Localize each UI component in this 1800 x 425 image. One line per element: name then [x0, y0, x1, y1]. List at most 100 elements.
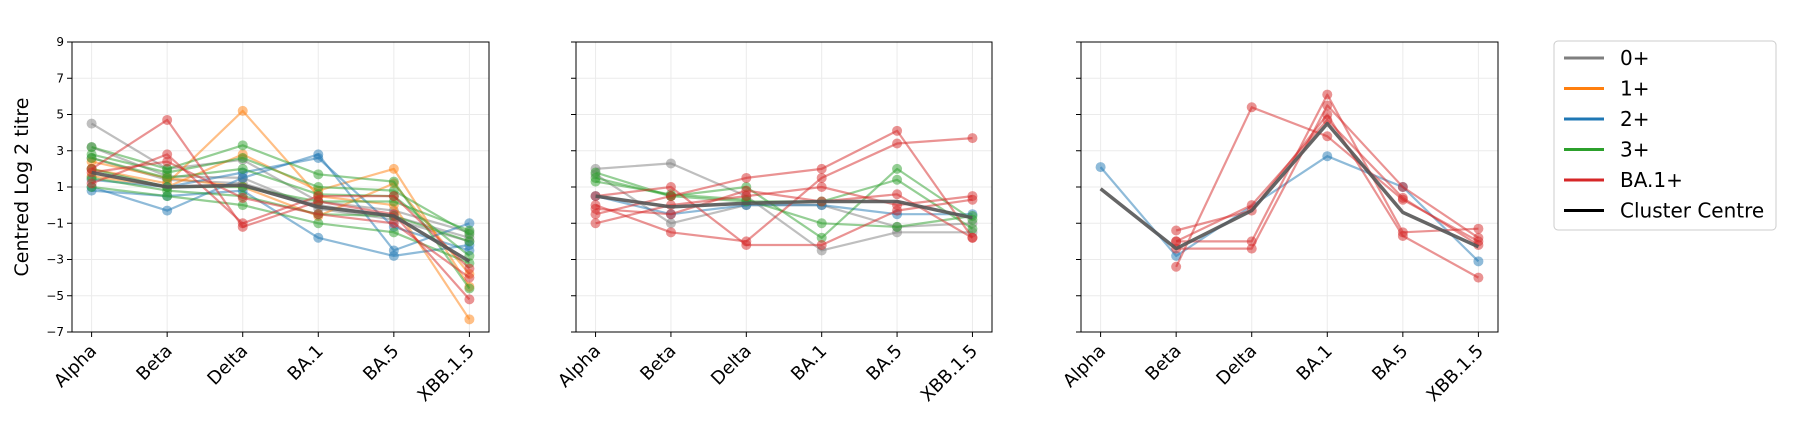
panel-2: Alpha Beta Delta BA.1 BA.5 XBB.1.5 [554, 41, 993, 406]
y-tick-label: 7 [56, 71, 64, 85]
legend-box [1553, 40, 1777, 231]
legend-label: 2+ [1620, 107, 1649, 131]
series-path [91, 122, 470, 234]
data-point [1322, 100, 1333, 111]
data-point [665, 209, 676, 220]
data-point [162, 149, 173, 160]
series-path [1099, 121, 1480, 251]
data-point [237, 153, 248, 163]
series-line [590, 182, 978, 250]
data-point [665, 182, 676, 192]
series-path [91, 170, 471, 263]
series-path [91, 118, 471, 301]
data-point [816, 163, 827, 174]
data-point [313, 232, 324, 243]
legend-label: Cluster Centre [1620, 199, 1764, 223]
y-tick-label: −5 [46, 289, 64, 303]
series-path [91, 153, 471, 270]
x-tick-label: BA.5 [359, 341, 403, 385]
data-point [86, 167, 97, 178]
series-line [1171, 114, 1484, 250]
x-tick-label: BA.1 [284, 341, 328, 385]
x-tick-label: Delta [203, 341, 252, 390]
x-tick-label: Beta [1141, 341, 1185, 385]
legend-label: BA.1+ [1620, 168, 1683, 192]
data-point [1322, 114, 1333, 125]
data-point [464, 294, 475, 305]
data-point [1322, 131, 1333, 142]
data-point [388, 250, 399, 261]
x-tick-label: Delta [707, 341, 756, 390]
data-point [665, 218, 676, 229]
data-point [1473, 256, 1484, 267]
data-point [892, 125, 903, 136]
x-tick-label: Alpha [554, 341, 605, 392]
data-point [1246, 243, 1257, 254]
cluster-centre-line [1099, 121, 1480, 251]
data-point [464, 314, 475, 325]
y-tick-label: 5 [56, 108, 64, 122]
data-point [237, 218, 248, 229]
x-tick-label: BA.5 [862, 341, 906, 385]
data-point [590, 191, 601, 202]
x-tick-label: Alpha [50, 341, 101, 392]
data-point [1171, 261, 1182, 272]
x-tick-label: BA.5 [1368, 341, 1412, 385]
data-point [86, 149, 97, 160]
series-path [91, 144, 471, 290]
data-point [1322, 151, 1333, 162]
x-tick-label: Beta [636, 341, 680, 385]
series-line [86, 118, 475, 238]
data-point [967, 223, 978, 234]
x-tick-label: Delta [1212, 341, 1261, 390]
data-point [665, 227, 676, 238]
data-point [665, 158, 676, 169]
series-path [595, 137, 973, 243]
data-point [967, 232, 978, 243]
data-point [1171, 236, 1182, 247]
y-tick-label: −7 [46, 325, 64, 339]
panel-3: Alpha Beta Delta BA.1 BA.5 XBB.1.5 [1059, 41, 1499, 406]
legend-label: 0+ [1620, 46, 1649, 70]
legend-label: 1+ [1620, 77, 1649, 101]
data-point [967, 194, 978, 205]
data-point [313, 182, 324, 192]
data-point [86, 142, 97, 153]
series-path [595, 194, 973, 220]
series-path [91, 153, 470, 236]
legend: 0+ 1+ 2+ 3+ BA.1+ Cluster Centre [1553, 40, 1777, 231]
data-point [162, 167, 173, 178]
cluster-centre-line [91, 170, 471, 263]
series-path [595, 189, 973, 239]
data-point [237, 140, 248, 151]
data-point [313, 169, 324, 180]
data-point [892, 221, 903, 232]
y-tick-label: −1 [46, 216, 64, 230]
data-point [1095, 162, 1106, 173]
panel-1: 9 7 5 3 1 −1 −3 −5 −7 Alpha Beta Delta BA.1 BA.5 XBB.1… [11, 35, 490, 406]
data-point [162, 205, 173, 216]
data-point [464, 263, 475, 274]
data-point [892, 174, 903, 185]
data-point [464, 236, 475, 247]
data-point [388, 163, 399, 174]
x-tick-label: XBB.1.5 [414, 341, 479, 406]
data-point [1397, 182, 1408, 192]
data-point [388, 176, 399, 187]
data-point [464, 283, 475, 294]
data-point [313, 218, 324, 229]
data-point [237, 192, 248, 203]
y-axis-label: Centred Log 2 titre [11, 98, 33, 277]
x-tick-label: XBB.1.5 [917, 341, 982, 406]
series-path [595, 195, 973, 216]
series-path [91, 160, 471, 275]
data-point [816, 172, 827, 183]
data-point [665, 191, 676, 202]
data-point [1246, 102, 1257, 113]
data-point [1473, 272, 1484, 283]
data-point [1171, 250, 1182, 261]
data-point [313, 153, 324, 163]
cluster-centre-line [595, 194, 973, 220]
series-line [86, 149, 475, 240]
